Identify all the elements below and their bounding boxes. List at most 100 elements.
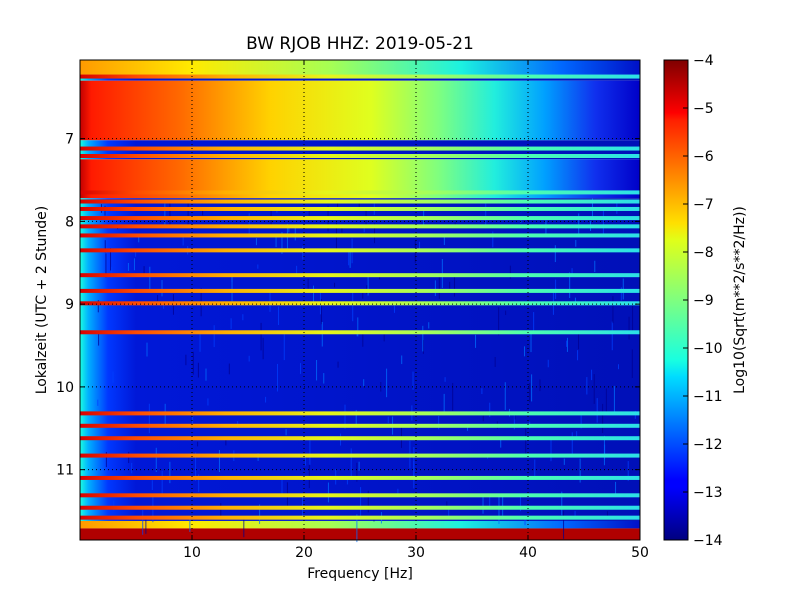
- x-tick-label: 50: [631, 545, 649, 561]
- noise-speck: [520, 218, 522, 223]
- event-band-13: [80, 330, 640, 335]
- noise-speck: [358, 201, 360, 210]
- noise-speck: [146, 342, 148, 357]
- noise-speck: [197, 362, 199, 378]
- noise-speck: [341, 227, 343, 233]
- noise-speck: [357, 317, 359, 337]
- noise-speck: [489, 493, 491, 507]
- noise-speck: [525, 428, 527, 456]
- event-band-21: [80, 515, 640, 520]
- noise-speck: [367, 274, 369, 296]
- noise-speck: [554, 245, 556, 263]
- x-tick-label: 40: [519, 545, 537, 561]
- noise-speck: [161, 280, 163, 297]
- noise-speck: [192, 351, 194, 375]
- noise-speck: [505, 310, 507, 316]
- noise-speck: [127, 262, 129, 271]
- noise-speck: [379, 275, 381, 280]
- noise-speck: [393, 304, 395, 313]
- chart-title: BW RJOB HHZ: 2019-05-21: [246, 34, 474, 54]
- noise-speck: [514, 412, 516, 420]
- noise-speck: [346, 477, 348, 485]
- noise-speck: [519, 496, 521, 512]
- noise-speck: [285, 429, 287, 436]
- noise-speck: [213, 325, 215, 348]
- noise-speck: [387, 416, 389, 424]
- noise-speck: [422, 325, 424, 352]
- noise-speck: [225, 438, 227, 446]
- noise-speck: [337, 361, 339, 368]
- noise-speck: [448, 506, 450, 519]
- noise-speck: [334, 282, 336, 288]
- noise-speck: [352, 292, 354, 322]
- colorbar-tick-label: −7: [693, 197, 714, 213]
- y-axis-label: Lokalzeit (UTC + 2 Stunde): [34, 206, 50, 395]
- noise-speck: [443, 235, 445, 246]
- noise-speck: [104, 240, 106, 253]
- y-tick-label: 9: [65, 297, 74, 313]
- noise-speck: [434, 280, 436, 296]
- noise-speck: [569, 272, 571, 298]
- colorbar-tick-label: −5: [693, 101, 714, 117]
- noise-speck: [197, 441, 199, 447]
- noise-speck: [185, 354, 187, 366]
- noise-speck: [574, 510, 576, 519]
- colorbar-tick-label: −8: [693, 245, 714, 261]
- noise-speck: [131, 462, 133, 474]
- noise-speck: [413, 460, 415, 489]
- noise-speck: [620, 287, 622, 301]
- noise-speck: [207, 398, 209, 406]
- noise-speck: [576, 431, 578, 437]
- noise-speck: [307, 278, 309, 291]
- noise-speck: [594, 260, 596, 273]
- noise-speck: [220, 503, 222, 517]
- y-tick-label: 7: [65, 132, 74, 148]
- noise-speck: [367, 490, 369, 513]
- noise-speck: [98, 333, 100, 346]
- noise-speck: [281, 476, 283, 496]
- noise-speck: [504, 382, 506, 410]
- noise-speck: [400, 423, 402, 448]
- y-axis: 7 8 9 10 11: [56, 132, 640, 479]
- noise-speck: [169, 461, 171, 484]
- noise-speck: [355, 409, 357, 428]
- noise-speck: [591, 369, 593, 381]
- noise-speck: [97, 467, 99, 477]
- noise-speck: [438, 274, 440, 299]
- noise-speck: [105, 451, 107, 468]
- noise-speck: [97, 399, 99, 406]
- event-band-4: [80, 199, 640, 204]
- noise-speck: [356, 514, 358, 543]
- spectrogram-heatmap: [80, 60, 640, 543]
- plot-frame: [79, 59, 641, 541]
- noise-speck: [467, 426, 469, 431]
- event-band-2: [80, 154, 640, 158]
- noise-speck: [149, 266, 151, 292]
- noise-speck: [302, 246, 304, 260]
- noise-speck: [574, 297, 576, 304]
- noise-speck: [475, 334, 477, 348]
- noise-speck: [169, 202, 171, 226]
- event-band-15: [80, 423, 640, 428]
- noise-speck: [344, 404, 346, 429]
- noise-speck: [419, 241, 421, 253]
- noise-speck: [337, 202, 339, 208]
- event-band-9: [80, 248, 640, 253]
- grid-lines: [80, 60, 640, 540]
- noise-speck: [605, 388, 607, 413]
- regime-low-5: [80, 198, 640, 521]
- noise-speck: [164, 203, 166, 228]
- noise-speck: [596, 398, 598, 423]
- noise-speck: [135, 250, 137, 257]
- noise-speck: [97, 300, 99, 313]
- noise-speck: [563, 458, 565, 465]
- noise-speck: [628, 316, 630, 340]
- noise-speck: [579, 458, 581, 483]
- noise-speck: [260, 322, 262, 351]
- noise-speck: [502, 493, 504, 516]
- event-band-14: [80, 411, 640, 416]
- noise-speck: [195, 452, 197, 481]
- noise-speck: [358, 461, 360, 471]
- noise-speck: [481, 388, 483, 395]
- noise-speck: [482, 415, 484, 422]
